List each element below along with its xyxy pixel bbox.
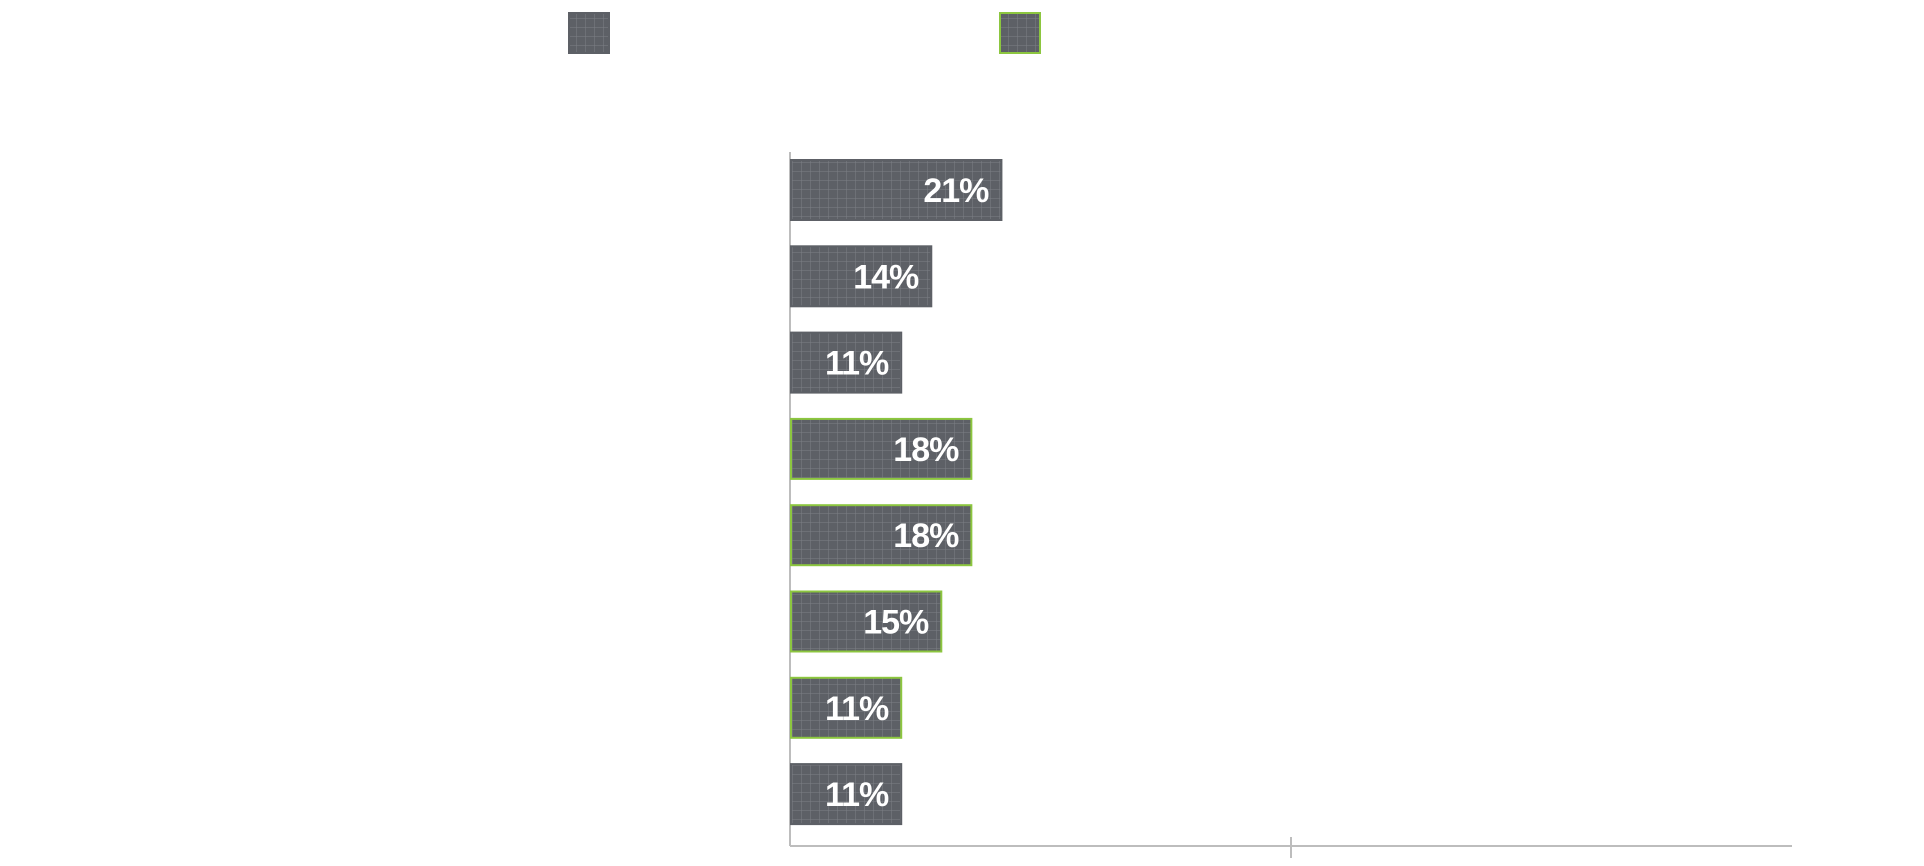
bar xyxy=(790,590,943,653)
bar xyxy=(790,245,933,308)
bar-value-label: 18% xyxy=(893,431,959,469)
bar-value-label: 11% xyxy=(825,345,889,383)
bar xyxy=(790,417,973,480)
bar-value-label: 15% xyxy=(863,604,929,642)
legend-swatch-1 xyxy=(999,12,1041,54)
bar-group: 14% xyxy=(790,245,933,308)
bar-group: 15% xyxy=(790,590,943,653)
bar-group: 18% xyxy=(790,417,973,480)
bar xyxy=(790,159,1003,221)
bar xyxy=(790,676,903,739)
bar-group: 11% xyxy=(790,676,903,739)
bar-group: 18% xyxy=(790,504,973,567)
bar-group: 11% xyxy=(790,331,903,394)
bar-value-label: 21% xyxy=(923,172,989,210)
bars: 21% 14% 11% 18% 18% 15% 11% 11% xyxy=(790,159,1003,826)
bar-value-label: 11% xyxy=(825,690,889,728)
legend xyxy=(568,12,1041,54)
bar-value-label: 14% xyxy=(853,258,919,296)
legend-swatch-0 xyxy=(568,12,610,54)
bar-value-label: 11% xyxy=(825,776,889,814)
bar xyxy=(790,504,973,567)
bar-group: 21% xyxy=(790,159,1003,221)
bar-value-label: 18% xyxy=(893,517,959,555)
bar xyxy=(790,763,903,826)
bar xyxy=(790,331,903,394)
bar-group: 11% xyxy=(790,763,903,826)
